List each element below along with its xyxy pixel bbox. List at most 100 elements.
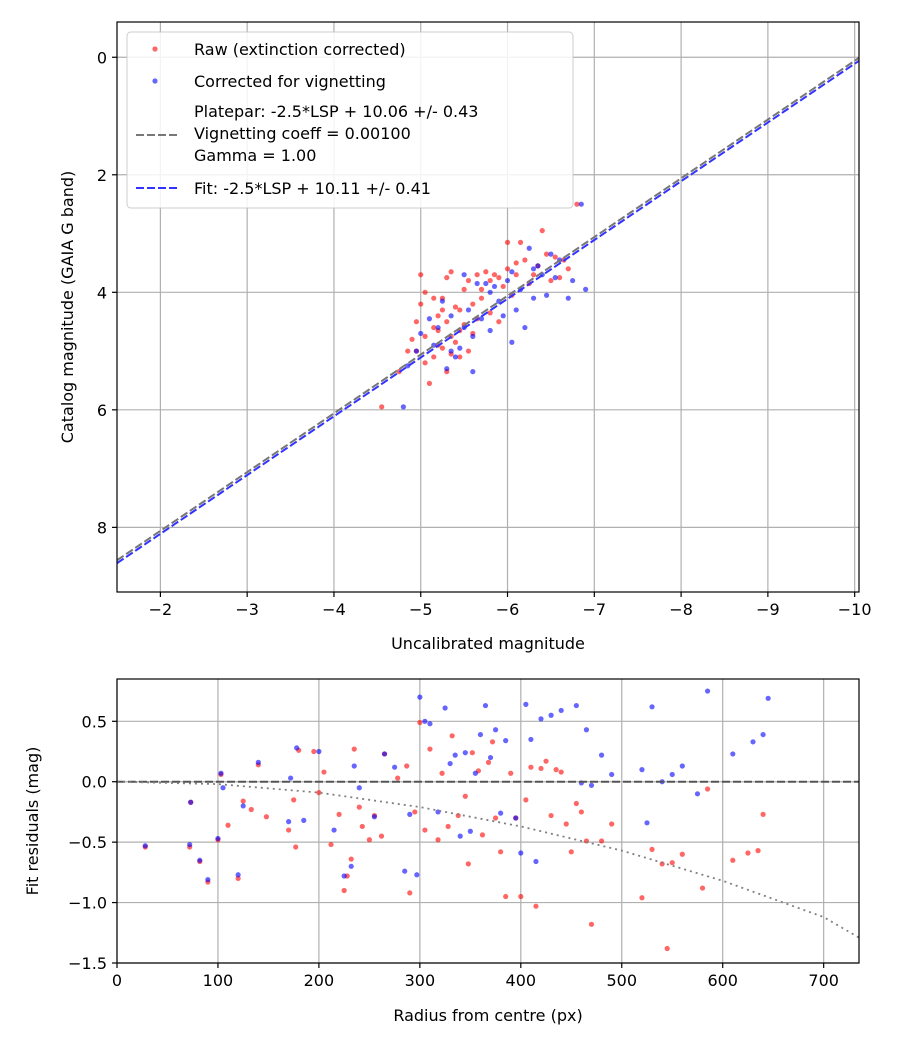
- bottom-point: [538, 716, 544, 722]
- bottom-point: [395, 775, 401, 781]
- bottom-point: [351, 746, 357, 752]
- bottom-point: [492, 815, 499, 821]
- top-point: [530, 272, 537, 278]
- bottom-point: [533, 903, 539, 909]
- top-point: [474, 280, 480, 287]
- top-series-corrected-for-vignetting: [400, 201, 589, 410]
- bottom-point: [518, 893, 524, 900]
- top-point: [457, 345, 463, 351]
- bottom-point: [205, 877, 211, 883]
- bottom-point: [225, 822, 231, 828]
- bottom-point: [573, 702, 579, 709]
- bottom-point: [427, 746, 433, 752]
- bottom-point: [583, 727, 590, 733]
- top-point: [556, 275, 563, 281]
- bottom-point: [235, 872, 241, 878]
- top-point: [500, 283, 506, 290]
- top-point: [530, 266, 537, 272]
- bottom-xtick-label: 500: [606, 971, 637, 990]
- top-point: [552, 275, 558, 281]
- bottom-point: [351, 763, 357, 769]
- top-xtick-label: −4: [322, 600, 346, 619]
- bottom-xtick-label: 700: [808, 971, 839, 990]
- bottom-point: [215, 835, 221, 842]
- bottom-point: [498, 849, 504, 855]
- top-xtick-label: −9: [756, 600, 780, 619]
- top-point: [405, 348, 411, 354]
- bottom-point: [341, 887, 347, 894]
- bottom-point: [649, 704, 655, 710]
- top-point: [491, 272, 498, 278]
- top-point: [509, 339, 515, 345]
- bottom-point: [492, 727, 499, 733]
- top-point: [522, 324, 528, 331]
- bottom-point: [469, 750, 475, 756]
- bottom-point: [704, 688, 711, 694]
- bottom-point: [187, 841, 193, 848]
- bottom-point: [286, 827, 292, 833]
- bottom-point: [508, 770, 514, 776]
- top-point: [426, 316, 433, 322]
- bottom-point: [240, 803, 246, 809]
- legend-box: [126, 31, 574, 209]
- top-plot-frame: [116, 21, 860, 593]
- bottom-point: [485, 759, 492, 765]
- bottom-xtick-label: 300: [405, 971, 436, 990]
- bottom-point: [745, 850, 751, 856]
- bottom-point: [449, 733, 455, 739]
- bottom-point: [412, 809, 418, 815]
- top-point: [409, 336, 415, 342]
- bottom-point: [568, 849, 574, 855]
- top-point: [452, 354, 459, 360]
- top-point: [431, 324, 437, 331]
- bottom-point: [730, 857, 736, 863]
- top-point: [483, 280, 489, 287]
- bottom-point: [417, 719, 423, 726]
- bottom-point: [513, 815, 519, 821]
- bottom-point: [528, 736, 534, 743]
- legend-label-platepar-line2: Vignetting coeff = 0.00100: [194, 124, 411, 143]
- bottom-point: [218, 770, 224, 776]
- top-point: [509, 269, 515, 275]
- bottom-point: [197, 857, 203, 863]
- bottom-xtick-label: 100: [203, 971, 234, 990]
- bottom-ylabel: Fit residuals (mag): [23, 747, 42, 896]
- bottom-point: [402, 868, 408, 874]
- bottom-point: [669, 771, 675, 778]
- bottom-point: [452, 752, 458, 758]
- bottom-point: [644, 820, 650, 826]
- top-point: [478, 295, 485, 301]
- bottom-point: [439, 770, 445, 776]
- top-xlabel: Uncalibrated magnitude: [391, 634, 585, 653]
- bottom-point: [609, 821, 615, 827]
- bottom-xlabel: Radius from centre (px): [393, 1006, 582, 1025]
- bottom-point: [578, 809, 584, 815]
- top-point: [426, 380, 433, 386]
- bottom-point: [639, 895, 645, 901]
- bottom-point: [301, 817, 307, 823]
- bottom-point: [447, 760, 453, 767]
- bottom-point: [664, 945, 670, 952]
- top-point: [452, 304, 459, 310]
- bottom-plot: 0 100 200 300 400 500 600 700 −1.5 −1.0 −0.5 0.0 0.5…: [23, 678, 860, 1025]
- bottom-point: [679, 851, 685, 857]
- bottom-point: [750, 739, 756, 745]
- bottom-point: [503, 893, 509, 900]
- top-point: [439, 307, 446, 313]
- bottom-point: [553, 767, 559, 773]
- bottom-ytick-label: −1.0: [68, 894, 107, 913]
- top-point: [435, 313, 441, 319]
- top-point: [444, 366, 450, 372]
- bottom-point: [422, 718, 428, 724]
- bottom-plot-data: [117, 688, 859, 952]
- top-point: [478, 286, 485, 292]
- top-ytick-label: 2: [97, 166, 107, 185]
- bottom-point: [528, 764, 534, 770]
- bottom-point: [321, 769, 327, 775]
- top-point: [517, 239, 524, 245]
- bottom-point: [558, 769, 564, 775]
- top-point: [435, 324, 441, 331]
- bottom-point: [679, 763, 685, 769]
- top-point: [457, 307, 463, 313]
